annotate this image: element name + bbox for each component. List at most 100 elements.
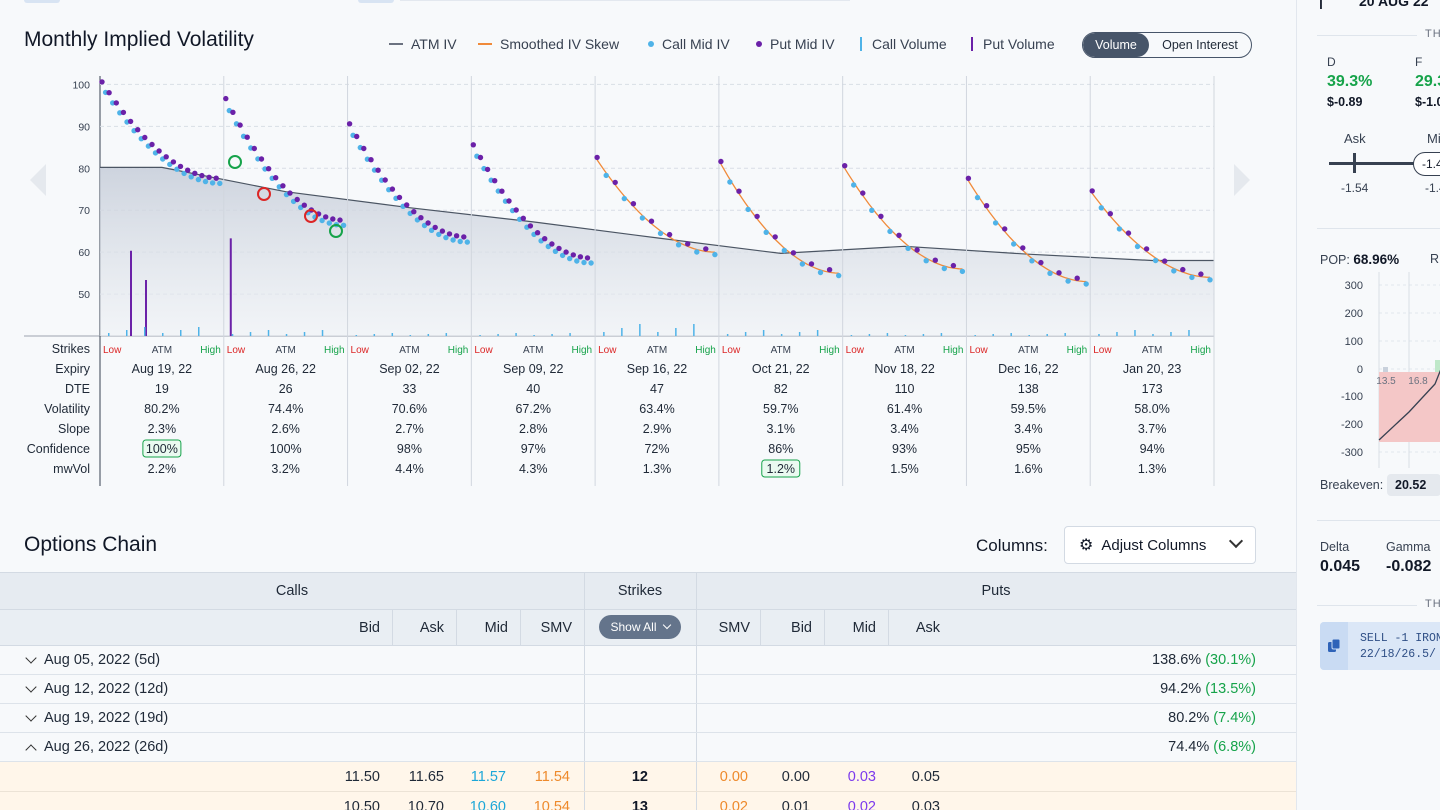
put-mid-iv-point xyxy=(703,246,709,252)
legend-call-mid[interactable]: Call Mid IV xyxy=(648,36,730,52)
toggle-open-interest[interactable]: Open Interest xyxy=(1162,38,1238,52)
table-row[interactable]: 10.50 10.70 10.60 10.54 13 0.02 0.01 0.02 0.03 xyxy=(0,792,1296,810)
legend-call-volume[interactable]: Call Volume xyxy=(860,36,947,52)
mid-price-pill[interactable]: -1.4 xyxy=(1413,152,1440,176)
call-volume-bar xyxy=(940,333,943,336)
put-mid-iv-point xyxy=(950,262,957,269)
col-put-smv[interactable]: SMV xyxy=(718,619,750,636)
d-label: D xyxy=(1327,55,1336,69)
expiry-iv: 80.2% (7.4%) xyxy=(1168,710,1256,726)
expiry-iv-change: (7.4%) xyxy=(1213,710,1256,726)
call-mid-iv-point xyxy=(763,229,769,235)
legend-put-volume[interactable]: Put Volume xyxy=(971,36,1055,52)
expiry-group-row[interactable]: Aug 12, 2022 (12d) 94.2% (13.5%) xyxy=(0,675,1296,704)
divider xyxy=(584,610,585,645)
d-sub: $-0.89 xyxy=(1327,95,1363,109)
expiry-expiry[interactable]: Sep 02, 22 xyxy=(379,362,440,376)
strike-marker[interactable] xyxy=(257,187,271,201)
call-volume-bar xyxy=(231,334,234,336)
legend-atm-iv[interactable]: ATM IV xyxy=(389,36,457,52)
col-put-bid[interactable]: Bid xyxy=(791,619,812,636)
cell-c_smv[interactable]: 11.54 xyxy=(534,769,570,785)
cell-strike[interactable]: 12 xyxy=(631,769,648,785)
top-tab-indicator xyxy=(24,0,60,3)
expiry-group-row[interactable]: Aug 19, 2022 (19d) 80.2% (7.4%) xyxy=(0,704,1296,733)
smoothed-skew-line xyxy=(596,159,715,253)
legend-put-mid[interactable]: Put Mid IV xyxy=(756,36,835,52)
expiry-dte: 110 xyxy=(895,382,915,396)
expiry-group-row[interactable]: Aug 26, 2022 (26d) 74.4% (6.8%) xyxy=(0,733,1296,762)
expiry-expiry[interactable]: Oct 21, 22 xyxy=(752,362,810,376)
strike-marker[interactable] xyxy=(329,224,343,238)
put-mid-iv-point xyxy=(470,142,476,148)
expiry-expiry[interactable]: Sep 09, 22 xyxy=(503,362,564,376)
cell-c_mid[interactable]: 10.60 xyxy=(469,799,506,810)
pl-chart: 300 200 100 0 -100 -200 -300 13.5 16.8 xyxy=(1341,272,1440,468)
cell-p_ask[interactable]: 0.03 xyxy=(911,799,940,810)
col-call-smv[interactable]: SMV xyxy=(540,619,572,636)
cell-c_bid[interactable]: 10.50 xyxy=(343,799,380,810)
expiry-iv-value: 94.2% xyxy=(1160,681,1202,697)
chevron-down-icon[interactable] xyxy=(25,652,37,664)
table-row[interactable]: 11.50 11.65 11.57 11.54 12 0.00 0.00 0.03 0.05 xyxy=(0,762,1296,792)
col-put-ask[interactable]: Ask xyxy=(915,619,940,636)
call-mid-iv-point xyxy=(567,255,573,262)
expiry-expiry[interactable]: Aug 19, 22 xyxy=(132,362,193,376)
chart-prev-arrow-icon[interactable] xyxy=(28,164,48,196)
cell-c_mid[interactable]: 11.57 xyxy=(470,769,506,785)
cell-c_smv[interactable]: 10.54 xyxy=(533,799,570,810)
expiry-expiry[interactable]: Aug 26, 22 xyxy=(255,362,316,376)
divider xyxy=(824,610,825,645)
strike-marker[interactable] xyxy=(304,209,318,223)
call-mid-iv-point xyxy=(869,207,875,213)
chart-next-arrow-icon[interactable] xyxy=(1232,164,1252,196)
y-tick-label: 90 xyxy=(78,121,90,133)
cell-p_bid[interactable]: 0.00 xyxy=(781,769,810,785)
col-call-bid[interactable]: Bid xyxy=(359,619,380,636)
col-put-mid[interactable]: Mid xyxy=(852,619,876,636)
cell-p_smv[interactable]: 0.02 xyxy=(719,799,748,810)
price-slider-handle[interactable] xyxy=(1353,153,1356,173)
cell-p_smv[interactable]: 0.00 xyxy=(719,769,748,785)
chevron-down-icon xyxy=(662,620,671,630)
call-mid-iv-point xyxy=(603,172,609,179)
legend-smoothed[interactable]: Smoothed IV Skew xyxy=(478,36,619,52)
strike-atm-label: ATM xyxy=(1142,345,1162,356)
cell-p_ask[interactable]: 0.05 xyxy=(911,769,940,785)
chevron-up-icon[interactable] xyxy=(25,744,37,756)
expiry-dte: 47 xyxy=(650,382,664,396)
adjust-columns-button[interactable]: ⚙ Adjust Columns xyxy=(1064,526,1256,564)
col-call-mid[interactable]: Mid xyxy=(484,619,508,636)
chevron-down-icon[interactable] xyxy=(25,710,37,722)
cell-p_mid[interactable]: 0.03 xyxy=(847,769,876,785)
put-mid-iv-point xyxy=(446,231,453,237)
put-mid-iv-point xyxy=(1162,258,1168,264)
order-ticket[interactable]: SELL -1 IRON 22/18/26.5/ xyxy=(1320,622,1440,670)
divider xyxy=(696,675,697,703)
put-mid-iv-point xyxy=(375,167,381,173)
expiry-group-row[interactable]: Aug 05, 2022 (5d) 138.6% (30.1%) xyxy=(0,646,1296,675)
legend-line-icon xyxy=(389,43,403,45)
cell-c_ask[interactable]: 11.65 xyxy=(408,769,444,785)
chevron-down-icon[interactable] xyxy=(25,681,37,693)
cell-p_bid[interactable]: 0.01 xyxy=(781,799,810,810)
expiry-expiry[interactable]: Sep 16, 22 xyxy=(627,362,688,376)
strike-high-label: High xyxy=(819,345,840,356)
toggle-volume[interactable]: Volume xyxy=(1083,33,1149,57)
call-mid-iv-point xyxy=(727,179,733,185)
price-slider-track[interactable] xyxy=(1329,162,1440,165)
cell-c_ask[interactable]: 10.70 xyxy=(407,799,444,810)
divider xyxy=(584,792,585,810)
strike-marker[interactable] xyxy=(228,155,242,169)
expiry-expiry[interactable]: Dec 16, 22 xyxy=(998,362,1059,376)
call-mid-iv-point xyxy=(941,265,947,272)
cell-p_mid[interactable]: 0.02 xyxy=(847,799,876,810)
col-call-ask[interactable]: Ask xyxy=(419,619,444,636)
expiry-expiry[interactable]: Nov 18, 22 xyxy=(874,362,935,376)
cell-strike[interactable]: 13 xyxy=(631,799,648,810)
expiry-expiry[interactable]: Jan 20, 23 xyxy=(1123,362,1181,376)
cell-c_bid[interactable]: 11.50 xyxy=(344,769,380,785)
divider xyxy=(584,675,585,703)
divider xyxy=(760,610,761,645)
show-all-button[interactable]: Show All xyxy=(599,615,681,639)
